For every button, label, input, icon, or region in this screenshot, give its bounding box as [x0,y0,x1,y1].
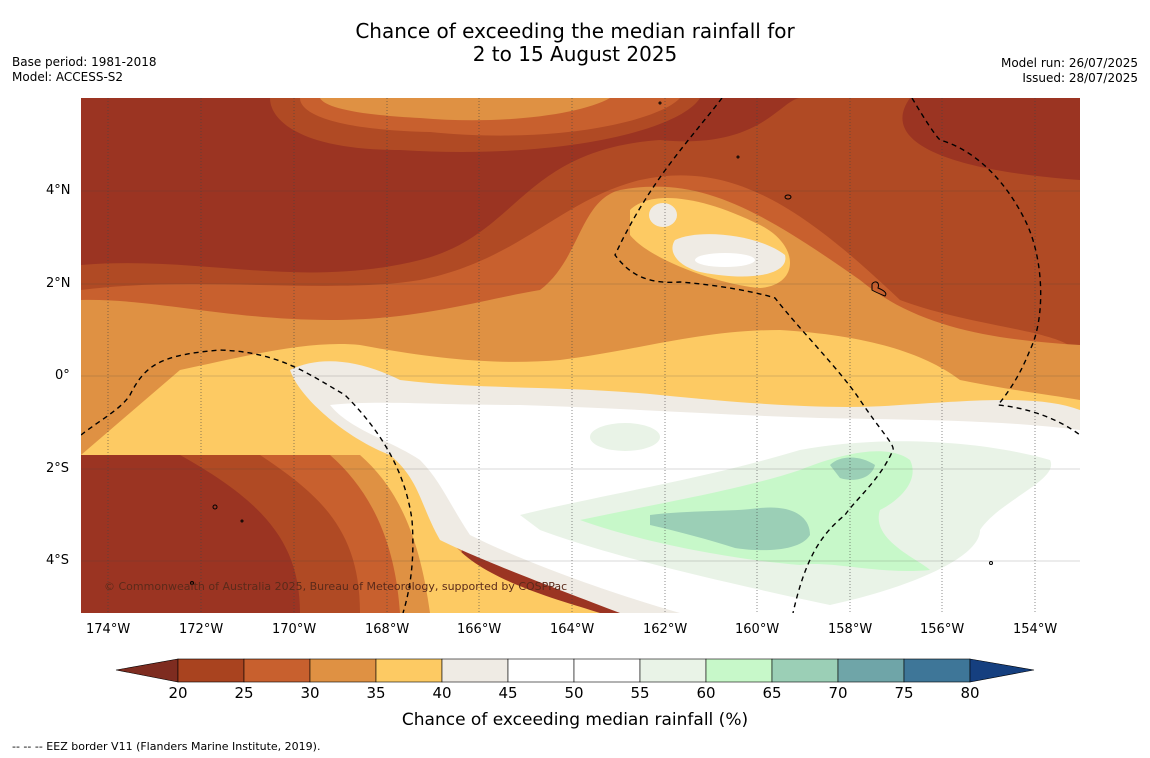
lon-label-172w: 172°W [179,622,224,637]
colorbar-segment [903,658,971,683]
colorbar-segment [243,658,311,683]
colorbar-segment [177,658,245,683]
lon-label-170w: 170°W [272,622,317,637]
lat-label-4n: 4°N [46,183,71,198]
eez-footnote: -- -- -- EEZ border V11 (Flanders Marine… [12,740,321,753]
colorbar-segment [639,658,707,683]
eez-border [81,98,1080,613]
colorbar-tick-label: 45 [498,684,518,702]
graticule [81,98,1080,613]
lon-label-164w: 164°W [550,622,595,637]
rainfall-map [81,98,1080,613]
colorbar-segment [771,658,839,683]
model-name: Model: ACCESS-S2 [12,70,124,84]
colorbar-extend-high [969,658,1035,683]
map-title-line1: Chance of exceeding the median rainfall … [355,19,795,43]
lon-label-162w: 162°W [643,622,688,637]
colorbar-label: Chance of exceeding median rainfall (%) [401,710,749,730]
copyright-notice: © Commonwealth of Australia 2025, Bureau… [104,580,568,593]
colorbar-tick-label: 35 [366,684,386,702]
colorbar-tick-label: 70 [828,684,848,702]
field-70-band [650,507,810,551]
lon-label-158w: 158°W [828,622,873,637]
lat-label-4s: 4°S [46,553,70,568]
colorbar-tick-label: 40 [432,684,452,702]
field-70-band-spot [830,457,875,480]
field-50-band-spot [695,253,755,267]
lon-label-174w: 174°W [86,622,131,637]
base-period: Base period: 1981-2018 [12,55,157,69]
lon-label-160w: 160°W [735,622,780,637]
colorbar-tick-label: 55 [630,684,650,702]
colorbar-tick-label: 50 [564,684,584,702]
colorbar-segment [573,658,641,683]
field-60-band-spot [590,423,660,451]
colorbar-extend-low [115,658,179,683]
colorbar-tick-label: 65 [762,684,782,702]
colorbar-tick-label: 20 [168,684,188,702]
lat-label-2s: 2°S [46,461,70,476]
colorbar-segment [375,658,443,683]
islands [190,101,993,585]
colorbar-tick-label: 80 [960,684,980,702]
map-title-line2: 2 to 15 August 2025 [472,42,678,66]
lon-label-168w: 168°W [365,622,410,637]
issued-date: Issued: 28/07/2025 [1022,71,1138,85]
lat-label-0: 0° [55,368,70,383]
colorbar [115,658,1035,683]
lon-label-166w: 166°W [457,622,502,637]
map-field [81,98,1080,613]
colorbar-tick-label: 75 [894,684,914,702]
colorbar-segment [837,658,905,683]
lat-label-2n: 2°N [46,276,71,291]
colorbar-tick-label: 25 [234,684,254,702]
field-45-band-spot [649,203,677,227]
colorbar-segment [507,658,575,683]
lon-label-154w: 154°W [1013,622,1058,637]
colorbar-segment [309,658,377,683]
colorbar-tick-label: 60 [696,684,716,702]
lon-label-156w: 156°W [920,622,965,637]
colorbar-tick-label: 30 [300,684,320,702]
field-35-band-top [320,98,610,121]
colorbar-segment [441,658,509,683]
colorbar-segment [705,658,773,683]
model-run: Model run: 26/07/2025 [1000,56,1138,70]
